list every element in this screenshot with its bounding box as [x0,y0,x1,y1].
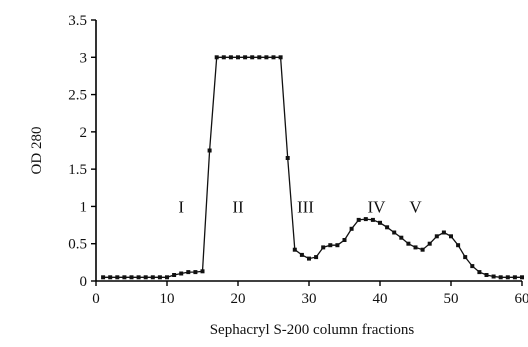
data-point [413,245,418,250]
data-point [214,55,219,60]
data-point [172,273,177,277]
data-point [321,245,326,250]
data-point [122,275,127,280]
x-tick-label: 30 [302,291,317,307]
data-point [314,255,319,260]
data-point [186,270,191,275]
data-point [484,273,489,277]
data-point [342,238,347,242]
data-point [463,255,468,260]
peak-label: II [232,197,244,216]
data-point [363,217,368,222]
data-point [150,275,155,280]
data-point [328,243,333,248]
y-tick-label: 0.5 [68,237,87,253]
y-tick-label: 2.5 [68,88,87,104]
data-point [498,275,503,280]
data-point [200,269,205,274]
data-point [143,275,148,280]
series-group [101,55,524,280]
data-point [179,271,184,276]
data-point [136,275,141,280]
data-point [378,220,382,225]
data-point [356,217,361,222]
data-point [278,55,283,60]
data-point [335,243,340,248]
data-point [420,247,425,252]
data-point [101,275,106,280]
y-axis-label: OD 280 [29,127,45,175]
data-point [264,55,269,60]
data-point [243,55,248,60]
y-tick-label: 1.5 [68,162,87,178]
data-point [512,275,517,280]
data-point [520,275,524,280]
data-point [434,234,439,239]
data-point [207,148,212,153]
peak-label: V [409,197,422,216]
axes: 0 0.5 1 1.5 2 2.5 3 3.5 0 10 20 30 40 50 60 [68,13,528,307]
data-point [115,275,120,280]
data-point [399,235,404,240]
y-tick-label: 0 [80,274,88,290]
x-tick-label: 40 [373,291,388,307]
data-point [477,270,482,275]
x-tick-label: 20 [231,291,246,307]
data-point [285,156,290,160]
y-tick-label: 2 [80,125,88,141]
x-axis-label: Sephacryl S-200 column fractions [210,322,415,338]
data-point [370,217,375,222]
data-point [108,275,113,280]
data-point [271,55,276,60]
y-tick-label: 3.5 [68,13,87,29]
x-tick-label: 50 [444,291,459,307]
data-point [292,247,297,252]
data-point [157,275,162,280]
data-point [349,226,354,231]
data-point [165,275,169,280]
data-point [221,55,226,60]
data-point [392,230,397,235]
annotations-group: I II III IV V [178,197,422,216]
data-point [449,234,453,239]
data-point [299,252,304,257]
x-tick-label: 10 [160,291,175,307]
y-tick-label: 1 [80,199,88,215]
data-point [491,274,496,279]
data-point [228,55,233,60]
y-tick-label: 3 [80,50,88,66]
x-tick-label: 0 [92,291,100,307]
peak-label: I [178,197,184,216]
data-point [441,230,446,235]
data-point [193,270,198,275]
data-point [385,225,390,230]
data-point [505,275,510,280]
data-point [456,243,461,248]
x-tick-label: 60 [515,291,528,307]
data-point [250,55,255,60]
peak-label: III [297,197,314,216]
data-point [427,241,432,246]
data-point [257,55,262,60]
peak-label: IV [367,197,386,216]
data-point [470,264,475,269]
data-point [236,55,240,60]
data-point [129,275,134,280]
data-point [406,241,411,246]
data-point [307,256,311,261]
